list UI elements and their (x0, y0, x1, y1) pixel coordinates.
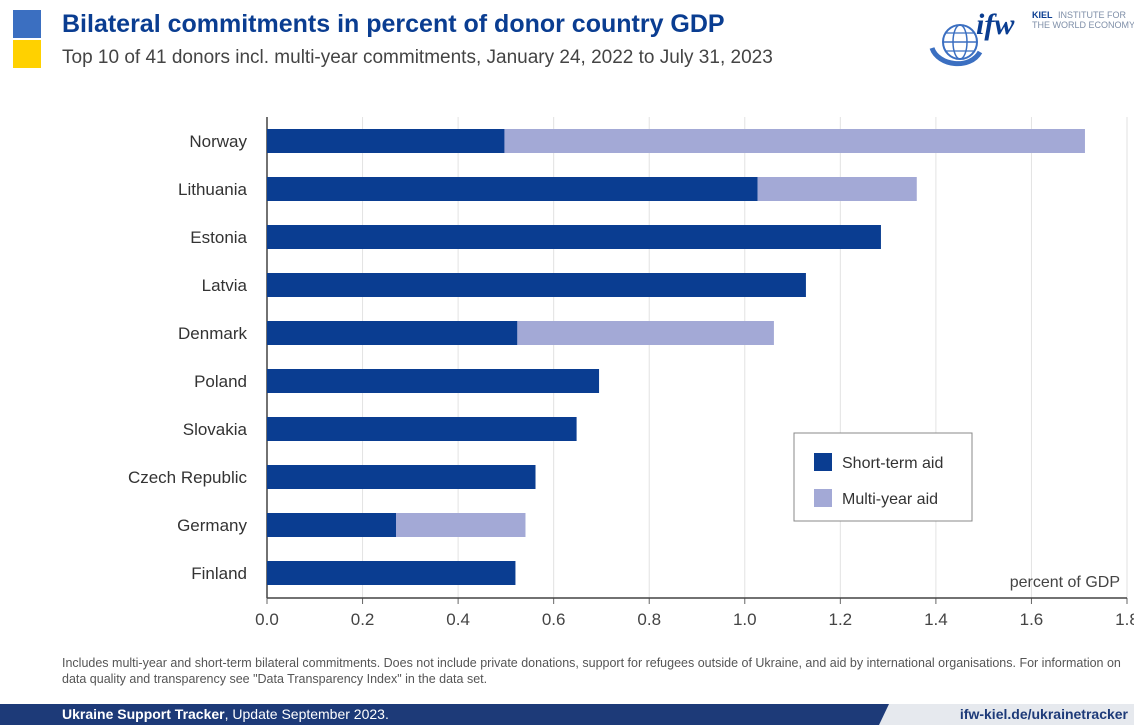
x-tick-label: 0.4 (446, 610, 470, 629)
category-label: Czech Republic (128, 468, 248, 487)
globe-icon (929, 24, 983, 67)
bar-short-term-aid (267, 513, 396, 537)
x-tick-label: 0.8 (637, 610, 661, 629)
x-tick-label: 1.4 (924, 610, 948, 629)
bar-short-term-aid (267, 417, 577, 441)
footer-brand: Ukraine Support Tracker (62, 706, 225, 722)
bar-chart: 0.0 0.2 0.4 0.6 0.8 1.0 1.2 1.4 1.6 1.8 Norway Lith… (128, 117, 1134, 629)
category-label: Lithuania (178, 180, 248, 199)
bar-short-term-aid (267, 177, 758, 201)
bar-multi-year-aid (504, 129, 1085, 153)
bar-short-term-aid (267, 129, 505, 153)
footer-url[interactable]: ifw-kiel.de/ukrainetracker (959, 706, 1128, 722)
flag-yellow-stripe (13, 40, 41, 68)
logo-world-economy: THE WORLD ECONOMY (1032, 20, 1134, 30)
footer-update: , Update September 2023. (224, 706, 389, 722)
x-tick-label: 1.8 (1115, 610, 1134, 629)
chart-subtitle: Top 10 of 41 donors incl. multi-year com… (62, 47, 773, 68)
category-label: Poland (194, 372, 247, 391)
category-label: Germany (177, 516, 247, 535)
bar-short-term-aid (267, 369, 600, 393)
bar-multi-year-aid (396, 513, 526, 537)
category-label: Denmark (178, 324, 247, 343)
x-unit-label: percent of GDP (1010, 574, 1120, 591)
x-tick-label: 1.2 (829, 610, 853, 629)
bar-short-term-aid (267, 321, 518, 345)
bar-multi-year-aid (517, 321, 774, 345)
bar-short-term-aid (267, 225, 881, 249)
bar-multi-year-aid (757, 177, 917, 201)
bar-short-term-aid (267, 561, 516, 585)
flag-blue-stripe (13, 10, 41, 38)
category-label: Estonia (190, 228, 247, 247)
logo-institute: INSTITUTE FOR (1058, 10, 1126, 20)
bar-short-term-aid (267, 273, 806, 297)
x-tick-label: 0.2 (351, 610, 375, 629)
x-tick-label: 1.6 (1020, 610, 1044, 629)
footnote: Includes multi-year and short-term bilat… (62, 656, 1121, 686)
logo-kiel: KIEL (1032, 10, 1053, 20)
category-label: Norway (189, 132, 247, 151)
footer-bar: Ukraine Support Tracker, Update Septembe… (0, 704, 1134, 725)
bar-short-term-aid (267, 465, 536, 489)
footer-url-panel: ifw-kiel.de/ukrainetracker (879, 704, 1134, 725)
legend-label: Short-term aid (842, 455, 943, 472)
x-tick-label: 1.0 (733, 610, 757, 629)
legend-swatch (814, 453, 832, 471)
category-label: Latvia (202, 276, 248, 295)
ifw-logo: ifw KIEL INSTITUTE FOR THE WORLD ECONOMY (928, 8, 1134, 68)
x-tick-label: 0.0 (255, 610, 279, 629)
logo-mark: ifw (976, 8, 1015, 41)
x-tick-label: 0.6 (542, 610, 566, 629)
footer-source: Ukraine Support Tracker, Update Septembe… (62, 706, 389, 722)
chart-title: Bilateral commitments in percent of dono… (62, 10, 725, 38)
legend-label: Multi-year aid (842, 491, 938, 508)
category-label: Finland (191, 564, 247, 583)
legend-swatch (814, 489, 832, 507)
category-label: Slovakia (183, 420, 248, 439)
